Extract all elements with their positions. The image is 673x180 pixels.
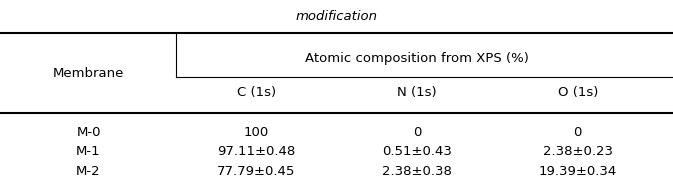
Text: 0: 0 [413, 126, 421, 139]
Text: modification: modification [295, 10, 378, 23]
Text: 2.38±0.38: 2.38±0.38 [382, 165, 452, 177]
Text: Atomic composition from XPS (%): Atomic composition from XPS (%) [305, 52, 529, 65]
Text: C (1s): C (1s) [236, 86, 276, 99]
Text: 0: 0 [573, 126, 582, 139]
Text: M-2: M-2 [76, 165, 101, 177]
Text: 77.79±0.45: 77.79±0.45 [217, 165, 295, 177]
Text: 2.38±0.23: 2.38±0.23 [543, 145, 613, 158]
Text: 100: 100 [244, 126, 269, 139]
Text: Membrane: Membrane [52, 67, 125, 80]
Text: 19.39±0.34: 19.39±0.34 [538, 165, 617, 177]
Text: O (1s): O (1s) [558, 86, 598, 99]
Text: M-1: M-1 [76, 145, 101, 158]
Text: M-0: M-0 [76, 126, 101, 139]
Text: 0.51±0.43: 0.51±0.43 [382, 145, 452, 158]
Text: N (1s): N (1s) [397, 86, 437, 99]
Text: 97.11±0.48: 97.11±0.48 [217, 145, 295, 158]
